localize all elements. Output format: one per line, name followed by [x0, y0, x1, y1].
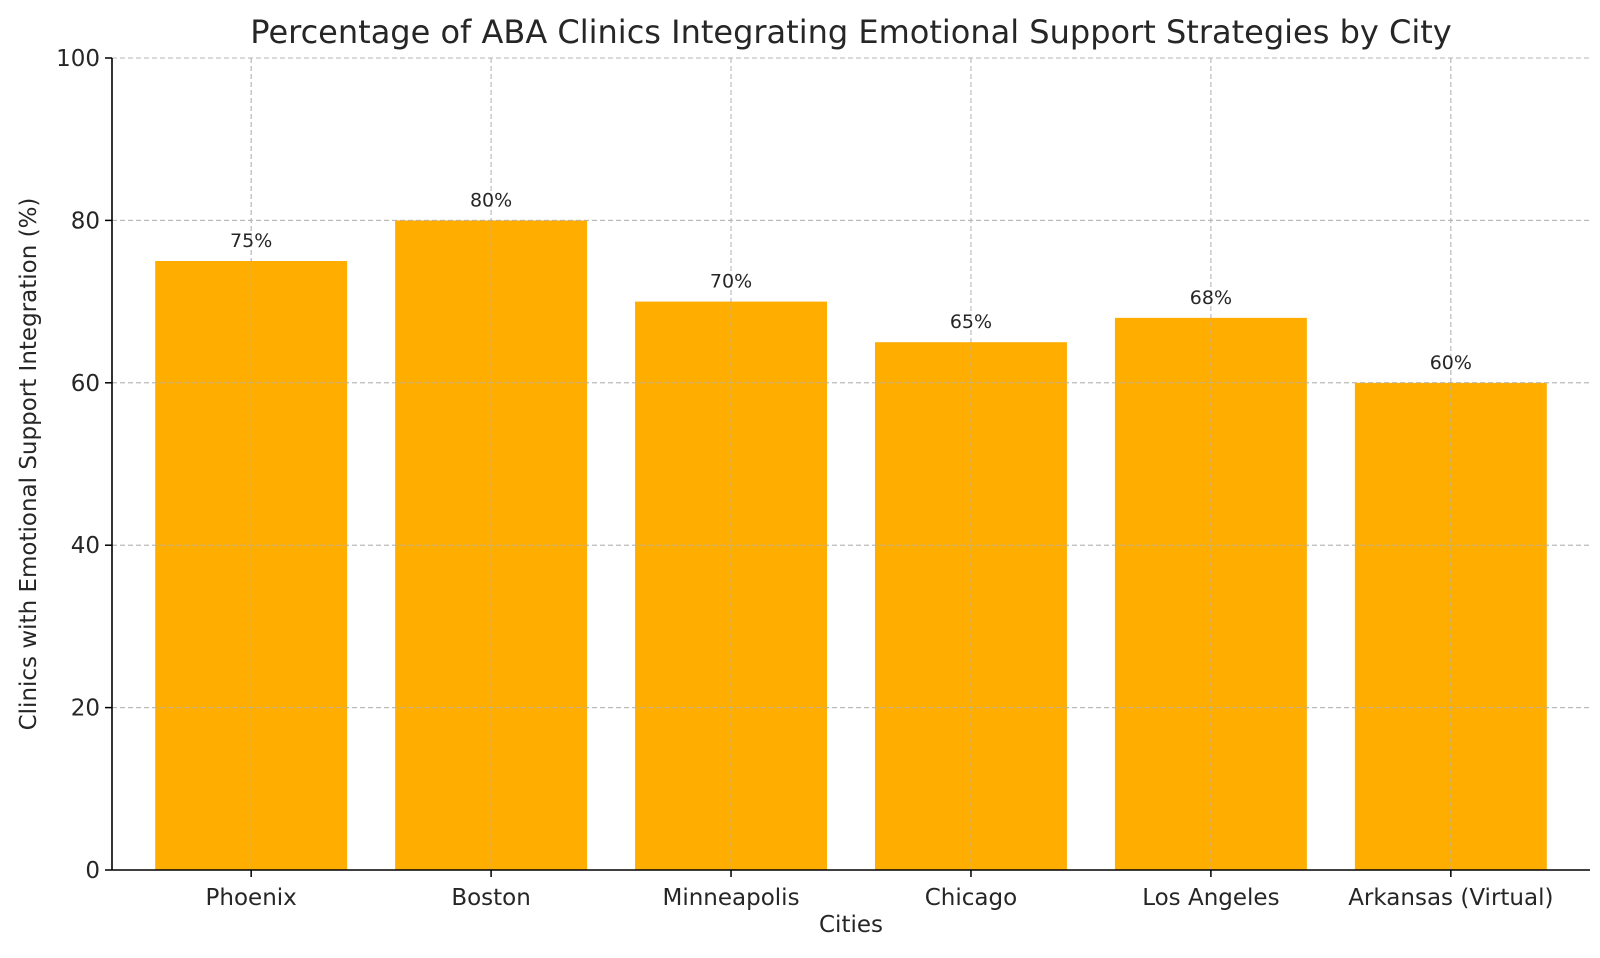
y-tick-label: 40 — [71, 533, 100, 559]
bars — [112, 57, 1590, 871]
bar-los-angeles — [1114, 317, 1307, 871]
data-labels: 75% 80% 70% 65% 68% 60% — [230, 189, 1472, 373]
y-axis-label: Clinics with Emotional Support Integrati… — [16, 198, 42, 731]
x-tick-label: Minneapolis — [662, 885, 799, 911]
chart-title: Percentage of ABA Clinics Integrating Em… — [250, 13, 1451, 51]
axes — [111, 58, 1590, 871]
x-axis-label: Cities — [819, 912, 883, 938]
x-tick-label: Arkansas (Virtual) — [1348, 885, 1553, 911]
bar-value-label: 60% — [1430, 352, 1472, 374]
y-tick-label: 0 — [85, 858, 100, 884]
y-tick-label: 20 — [71, 696, 100, 722]
x-tick-label: Los Angeles — [1142, 885, 1279, 911]
bar-value-label: 65% — [950, 311, 992, 333]
ticks: 0 20 40 60 80 100 Phoenix Boston Minneapolis Chic… — [56, 46, 1553, 911]
y-tick-label: 80 — [71, 208, 100, 234]
y-tick-label: 60 — [71, 371, 100, 397]
bar-value-label: 75% — [230, 230, 272, 252]
bar-value-label: 70% — [710, 271, 752, 293]
y-tick-label: 100 — [56, 46, 100, 72]
x-tick-label: Phoenix — [206, 885, 297, 911]
bar-value-label: 80% — [470, 189, 512, 211]
bar-value-label: 68% — [1190, 287, 1232, 309]
x-tick-label: Boston — [451, 885, 531, 911]
x-tick-label: Chicago — [925, 885, 1017, 911]
